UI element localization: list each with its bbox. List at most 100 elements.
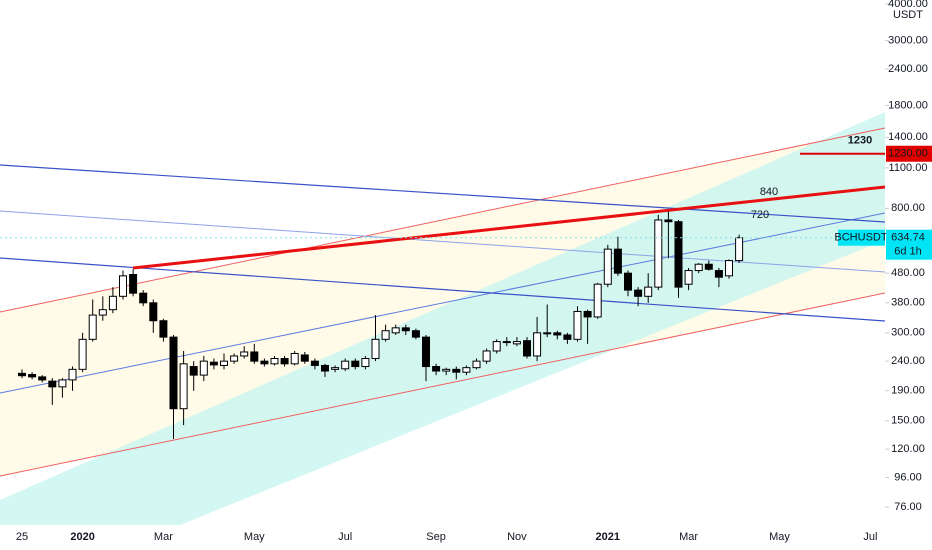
candle-body — [422, 336, 430, 368]
x-tick-label: 2021 — [596, 531, 620, 543]
candle-body — [129, 273, 138, 294]
candle-body — [270, 358, 279, 365]
candle-body — [119, 275, 127, 297]
candle-body — [563, 334, 572, 340]
horizontal-line-tag — [886, 145, 932, 162]
candle-body — [593, 283, 602, 318]
horizontal-line-text: 1230 — [848, 135, 872, 147]
trend-line — [0, 164, 885, 223]
candle-body — [290, 352, 299, 365]
price-tag — [886, 229, 932, 260]
y-tick-label: 96.00 — [894, 471, 922, 483]
horizontal-line-label: 1230.00 — [888, 148, 928, 160]
candle-body — [603, 248, 612, 285]
y-tick-label: 4000.00 — [888, 0, 928, 10]
candles — [18, 211, 744, 439]
candle-body — [391, 327, 400, 334]
candle-body — [533, 332, 542, 357]
candle-body — [149, 302, 158, 322]
candle-body — [351, 360, 360, 368]
candle-body — [78, 338, 87, 370]
candle-body — [189, 366, 198, 376]
y-tick-label: 1100.00 — [889, 162, 928, 174]
candle-body — [694, 263, 703, 272]
candle-body — [230, 355, 239, 362]
candle-body — [624, 272, 632, 291]
candle-body — [442, 368, 451, 372]
candle-body — [543, 332, 552, 335]
trend-line — [0, 292, 885, 477]
candle-body — [644, 286, 653, 297]
candle-body — [371, 338, 380, 360]
candle-body — [331, 367, 340, 370]
candle-body — [108, 295, 117, 311]
candle-body — [280, 358, 289, 365]
trend-line — [0, 127, 885, 313]
y-tick-label: 120.00 — [891, 443, 925, 455]
candle-body — [48, 380, 57, 388]
x-tick-label: Mar — [679, 531, 698, 543]
candle-body — [462, 367, 471, 373]
candle-body — [553, 332, 562, 336]
candle-body — [573, 310, 582, 340]
candle-body — [179, 363, 188, 410]
trend-line — [132, 185, 885, 270]
candle-body — [714, 270, 723, 278]
y-tick-label: 1800.00 — [888, 99, 928, 111]
candle-body — [199, 360, 208, 376]
y-tick-label: 2400.00 — [888, 63, 928, 75]
candle-body — [674, 221, 683, 288]
y-tick-label: 300.00 — [891, 327, 925, 339]
x-tick-label: Nov — [507, 531, 527, 543]
y-tick-label: 3000.00 — [888, 34, 928, 46]
candle-body — [169, 336, 178, 410]
candle-body — [58, 379, 67, 388]
y-tick-label: 190.00 — [891, 385, 925, 397]
candle-body — [512, 341, 521, 345]
candle-body — [523, 340, 531, 357]
candle-body — [159, 320, 168, 338]
candle-body — [735, 237, 744, 262]
candle-body — [704, 263, 713, 270]
candle-body — [341, 360, 350, 370]
candle-body — [401, 327, 410, 332]
candle-body — [240, 351, 249, 357]
candle-body — [613, 248, 622, 274]
candle-body — [411, 330, 420, 338]
candle-body — [654, 219, 663, 288]
candle-body — [38, 376, 47, 381]
candle-body — [209, 361, 218, 366]
x-tick-label: Mar — [154, 531, 173, 543]
trend-line — [0, 257, 885, 322]
candle-body — [18, 372, 26, 377]
trend-line — [0, 210, 885, 273]
candle-body — [260, 360, 269, 365]
x-tick-label: 25 — [16, 531, 28, 543]
symbol-label: BCHUSDT — [834, 232, 887, 244]
price-axis — [885, 0, 932, 550]
x-tick-label: Jul — [863, 531, 877, 543]
currency-label: USDT — [893, 9, 923, 21]
candle-body — [310, 360, 319, 366]
y-tick-label: 150.00 — [891, 415, 925, 427]
candle-body — [482, 350, 491, 362]
candle-body — [502, 341, 511, 344]
x-tick-label: May — [244, 531, 265, 543]
candle-body — [472, 360, 481, 369]
candle-body — [250, 351, 259, 362]
y-tick-label: 76.00 — [894, 501, 922, 513]
candle-body — [492, 341, 501, 352]
candle-body — [300, 354, 309, 362]
price-label: 634.74 — [891, 232, 925, 244]
candle-body — [634, 289, 643, 297]
y-tick-label: 1400.00 — [888, 131, 928, 143]
candle-body — [684, 270, 693, 285]
candle-body — [381, 330, 390, 340]
channel-band — [0, 112, 885, 525]
x-tick-label: 2020 — [70, 531, 94, 543]
candle-body — [361, 358, 370, 368]
candle-body — [432, 366, 441, 372]
candle-body — [139, 292, 148, 304]
candle-body — [725, 260, 733, 277]
